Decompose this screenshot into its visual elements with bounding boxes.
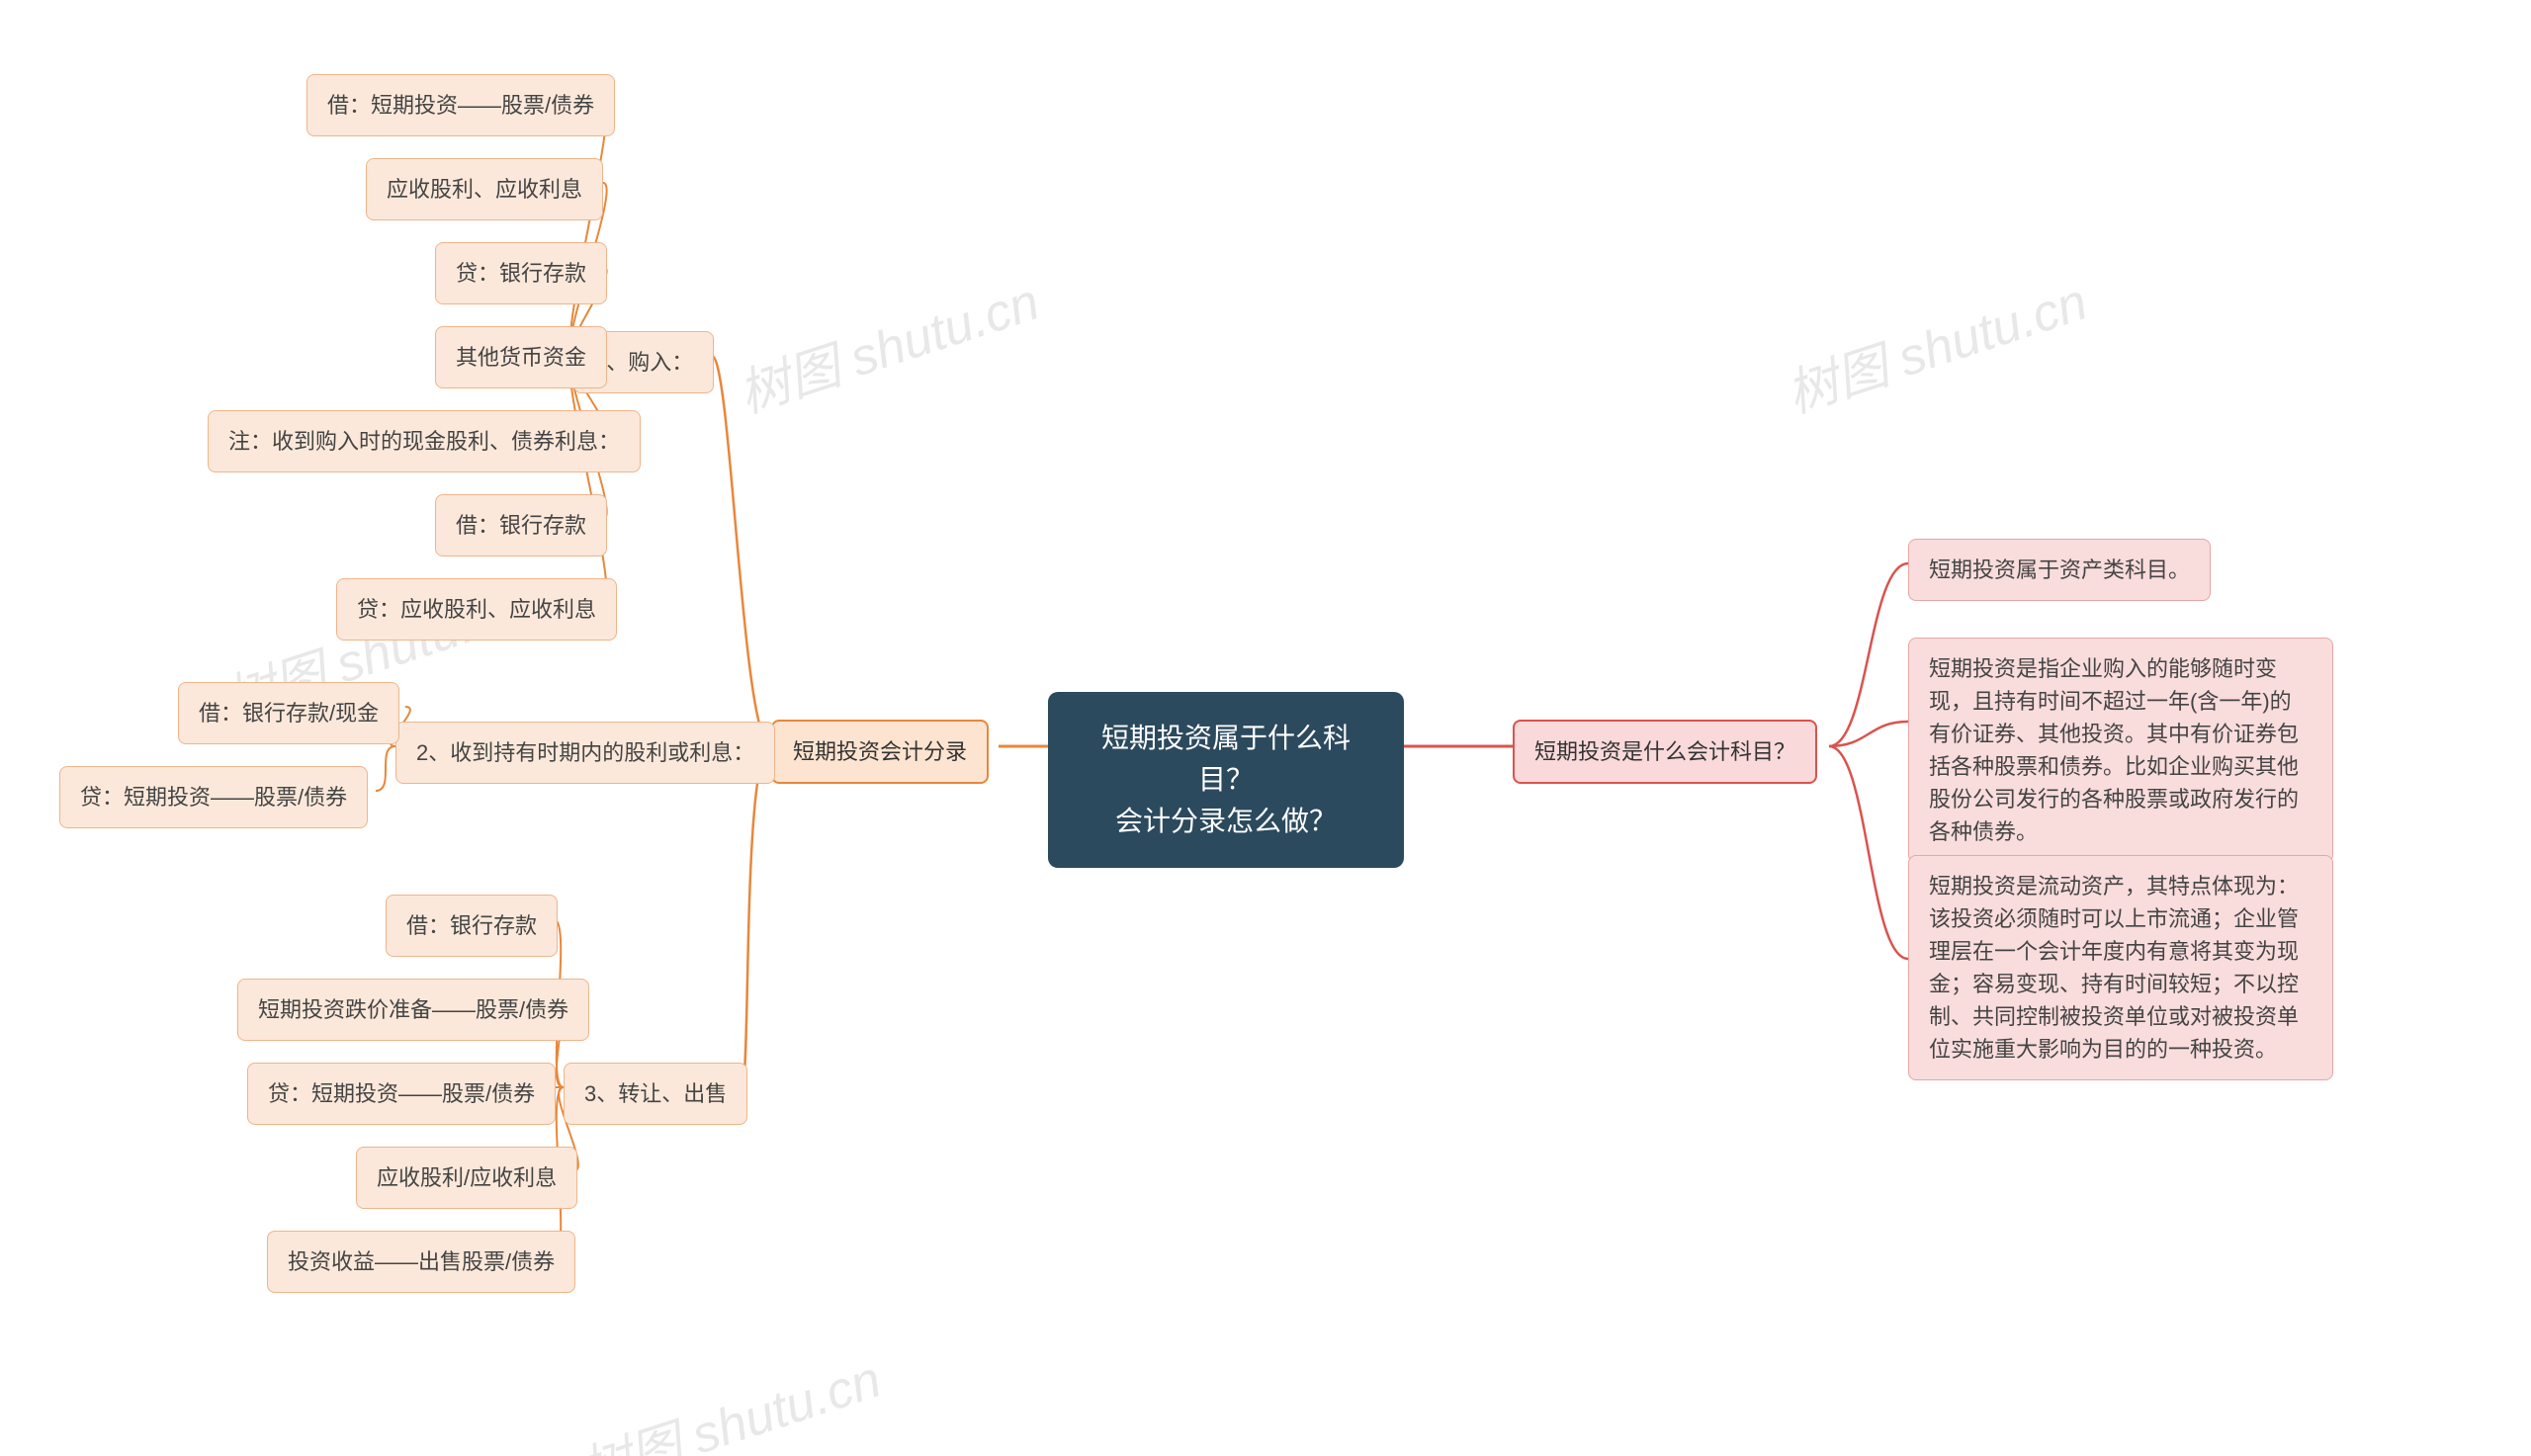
- watermark: 树图 shutu.cn: [728, 260, 1047, 427]
- g3-leaf-1: 短期投资跌价准备——股票/债券: [237, 979, 589, 1041]
- watermark: 树图 shutu.cn: [1776, 260, 2095, 427]
- g1-leaf-6: 贷：应收股利、应收利息: [336, 578, 617, 641]
- g1-leaf-4: 注：收到购入时的现金股利、债券利息：: [208, 410, 641, 472]
- right-leaf-1: 短期投资是指企业购入的能够随时变现，且持有时间不超过一年(含一年)的有价证券、其…: [1908, 638, 2333, 863]
- g1-leaf-1: 应收股利、应收利息: [366, 158, 603, 220]
- left-group-2: 2、收到持有时期内的股利或利息：: [395, 722, 775, 784]
- left-branch-label: 短期投资会计分录: [771, 720, 989, 784]
- g3-leaf-3: 应收股利/应收利息: [356, 1147, 577, 1209]
- g1-leaf-5: 借：银行存款: [435, 494, 607, 557]
- right-leaf-0: 短期投资属于资产类科目。: [1908, 539, 2211, 601]
- g1-leaf-2: 贷：银行存款: [435, 242, 607, 304]
- watermark: 树图 shutu.cn: [569, 1337, 889, 1456]
- g3-leaf-2: 贷：短期投资——股票/债券: [247, 1063, 556, 1125]
- left-group-3: 3、转让、出售: [564, 1063, 747, 1125]
- g3-leaf-4: 投资收益——出售股票/债券: [267, 1231, 575, 1293]
- g3-leaf-0: 借：银行存款: [386, 895, 558, 957]
- right-branch-label: 短期投资是什么会计科目？: [1513, 720, 1817, 784]
- g2-leaf-1: 贷：短期投资——股票/债券: [59, 766, 368, 828]
- root-node: 短期投资属于什么科目？ 会计分录怎么做？: [1048, 692, 1404, 868]
- g2-leaf-0: 借：银行存款/现金: [178, 682, 399, 744]
- g1-leaf-0: 借：短期投资——股票/债券: [306, 74, 615, 136]
- right-leaf-2: 短期投资是流动资产，其特点体现为：该投资必须随时可以上市流通；企业管理层在一个会…: [1908, 855, 2333, 1080]
- g1-leaf-3: 其他货币资金: [435, 326, 607, 388]
